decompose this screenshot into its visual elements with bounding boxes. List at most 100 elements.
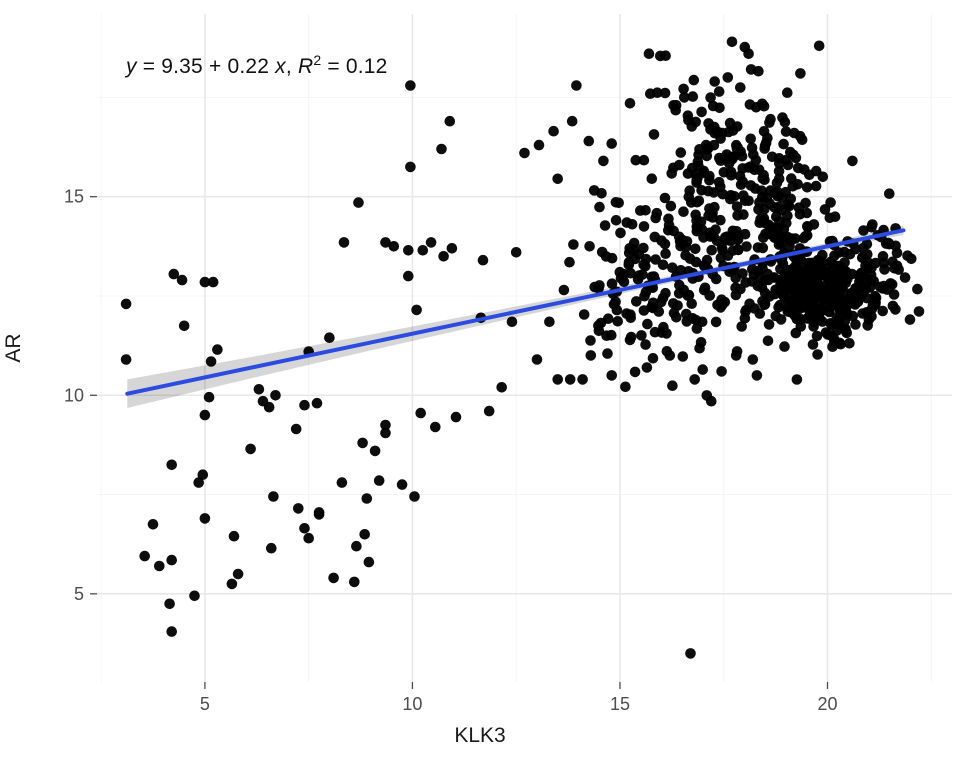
data-point [656,327,668,338]
data-point [630,154,642,166]
data-point [558,284,570,296]
data-point [606,370,617,381]
data-point [866,311,877,322]
data-point [139,550,150,562]
data-point [693,195,705,207]
data-point [801,182,813,193]
data-point [881,284,893,295]
data-point [727,125,739,136]
data-point [797,290,808,302]
data-point [782,159,794,171]
data-point [598,155,609,167]
data-point [646,301,657,313]
data-point [552,173,563,185]
data-point [357,437,368,449]
data-point [338,237,350,248]
data-point [336,477,348,488]
data-point [268,491,279,502]
data-point [725,170,737,181]
data-point [847,155,858,167]
data-point [403,245,414,256]
regression-line [125,228,906,396]
data-point [650,212,661,224]
data-point [762,335,774,347]
data-point [602,348,613,359]
data-point [425,237,437,248]
data-point [659,192,671,204]
y-axis-title: AR [2,333,25,363]
data-point [726,36,738,48]
data-point [777,112,788,123]
data-point [912,283,923,295]
data-point [703,185,714,197]
data-point [324,332,335,344]
data-point [659,87,671,99]
axis-tick-labels: 5 10 15 20 5 10 15 [64,187,838,714]
data-point [773,201,784,213]
data-point [687,91,699,102]
data-point [199,513,211,524]
data-point [660,287,671,299]
data-point [496,382,508,393]
data-point [396,479,408,490]
data-point [552,374,563,385]
axis-ticks [90,196,829,689]
data-point [299,523,310,534]
data-point [638,221,650,232]
data-point [203,391,215,403]
data-point [904,314,916,325]
data-point [832,319,844,330]
equation-x-symbol: x [275,55,286,78]
x-axis-tick-label: 15 [610,694,630,714]
data-point [787,181,799,192]
data-point [867,299,879,311]
data-point [891,260,903,272]
equation-comma: , [285,55,298,78]
data-point [193,477,204,488]
data-point [176,274,188,286]
data-point [417,245,429,256]
data-point [774,231,786,242]
data-point [710,316,722,328]
data-point [685,648,696,659]
data-point [655,50,666,62]
data-point [691,215,702,226]
data-point [840,277,852,289]
data-point [782,87,793,98]
data-point [902,250,913,261]
data-point [834,284,845,296]
data-point [817,266,828,277]
data-point [679,92,690,103]
data-point [759,143,770,154]
data-point [510,247,522,258]
data-point [855,272,866,284]
data-point [610,296,621,308]
data-point [786,233,798,244]
data-point [665,200,677,212]
data-point [866,222,877,233]
data-point [270,390,281,401]
data-point [822,305,834,316]
data-point [683,114,694,126]
data-point [506,316,518,328]
data-point [564,256,575,268]
data-point [446,243,458,254]
data-point [154,560,165,572]
data-point [629,366,641,378]
data-point [548,125,559,137]
data-point [164,598,175,610]
data-point [709,127,721,139]
data-point [849,299,861,310]
data-point [770,284,781,296]
data-point [778,272,789,284]
data-point [715,302,726,313]
data-point [409,491,420,502]
data-point [825,256,837,268]
x-axis-tick-label: 20 [817,694,837,714]
data-point [571,80,582,91]
data-point [564,374,576,385]
data-point [884,188,895,199]
data-point [436,143,447,155]
data-point [766,151,778,163]
data-point [606,252,618,264]
